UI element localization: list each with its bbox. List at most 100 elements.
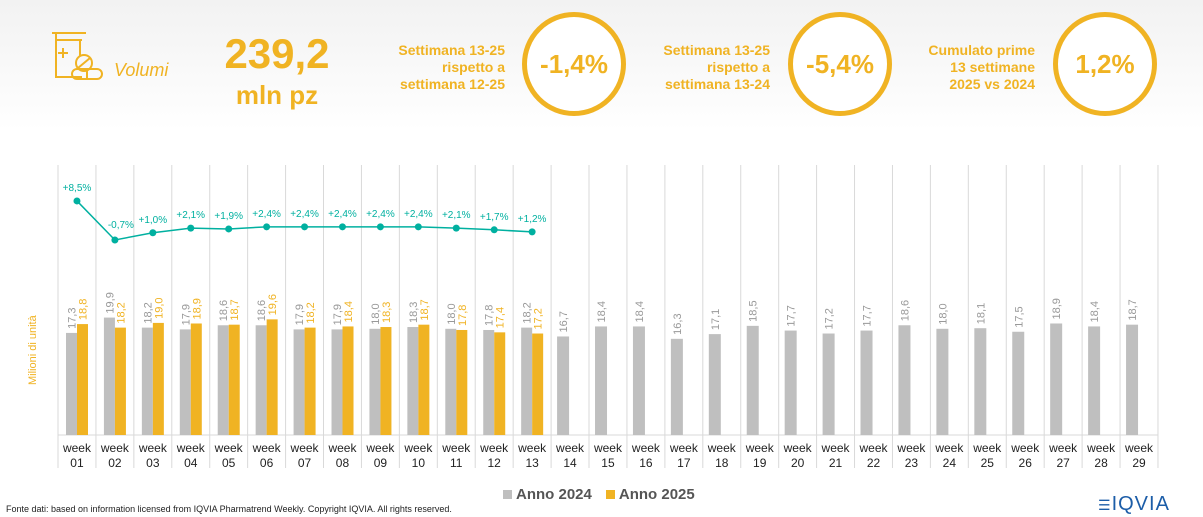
x-tick-label: week	[479, 441, 509, 455]
bar-label-2025: 17,4	[495, 307, 507, 328]
bar-label-2025: 18,3	[381, 302, 393, 323]
x-tick-label: week	[707, 441, 737, 455]
x-tick-label: 10	[412, 456, 426, 470]
bar-2024	[521, 327, 533, 435]
growth-label: -0,7%	[108, 220, 134, 231]
bar-label-2024: 18,3	[408, 302, 420, 323]
x-tick-label: 24	[943, 456, 957, 470]
bar-label-2024: 17,7	[786, 305, 798, 326]
x-tick-label: 05	[222, 456, 236, 470]
bar-label-2024: 18,1	[975, 303, 987, 324]
kpi-line: settimana 12-25	[399, 76, 505, 92]
bar-2025	[114, 327, 126, 435]
growth-label: +2,4%	[328, 209, 357, 220]
bar-2024	[217, 325, 229, 435]
x-tick-label: 26	[1019, 456, 1033, 470]
x-tick-label: week	[441, 441, 471, 455]
growth-point	[187, 224, 195, 232]
x-tick-label: week	[290, 441, 320, 455]
bar-label-2025: 18,2	[115, 302, 127, 323]
growth-point	[263, 223, 271, 231]
kpi-3-value: 1,2%	[1053, 12, 1157, 116]
x-tick-label: week	[403, 441, 433, 455]
bar-label-2025: 18,8	[78, 299, 90, 320]
x-tick-label: 06	[260, 456, 274, 470]
x-tick-label: 12	[488, 456, 502, 470]
bar-label-2024: 18,5	[748, 300, 760, 321]
bar-2025	[456, 329, 468, 435]
bar-2024	[860, 330, 873, 435]
x-tick-label: 15	[601, 456, 615, 470]
x-tick-label: 04	[184, 456, 198, 470]
growth-point	[338, 223, 346, 231]
x-tick-label: week	[138, 441, 168, 455]
x-tick-label: 17	[677, 456, 691, 470]
x-tick-label: week	[555, 441, 585, 455]
bar-label-2024: 17,7	[862, 305, 874, 326]
bar-2024	[822, 333, 835, 435]
x-tick-label: 13	[525, 456, 539, 470]
legend-label: Anno 2024	[516, 486, 592, 503]
bar-label-2024: 18,0	[370, 303, 382, 324]
bar-label-2025: 19,0	[153, 297, 165, 318]
x-tick-label: 01	[70, 456, 84, 470]
kpi-2-text: Settimana 13-25 rispetto a settimana 13-…	[645, 42, 770, 93]
x-tick-label: week	[593, 441, 623, 455]
bar-label-2024: 18,6	[899, 300, 911, 321]
kpi-line: Settimana 13-25	[398, 42, 505, 58]
x-tick-label: week	[1124, 441, 1154, 455]
bar-2024	[445, 328, 457, 435]
x-tick-label: week	[100, 441, 130, 455]
x-tick-label: week	[783, 441, 813, 455]
x-tick-label: week	[858, 441, 888, 455]
bar-2024	[331, 329, 343, 435]
x-tick-label: week	[365, 441, 395, 455]
bar-2024	[1012, 331, 1025, 435]
x-tick-label: 16	[639, 456, 653, 470]
bar-2024	[746, 325, 759, 435]
bar-label-2024: 17,3	[67, 308, 79, 329]
bar-label-2024: 17,9	[294, 304, 306, 325]
bar-2025	[190, 323, 202, 435]
x-tick-label: week	[1086, 441, 1116, 455]
x-tick-label: 21	[829, 456, 843, 470]
bar-2024	[1088, 326, 1101, 435]
bar-2024	[784, 330, 797, 435]
bar-label-2024: 18,2	[142, 302, 154, 323]
growth-label: +1,0%	[139, 215, 168, 226]
growth-point	[73, 197, 81, 205]
bar-label-2025: 19,6	[267, 294, 279, 315]
x-tick-label: 25	[981, 456, 995, 470]
x-tick-label: 19	[753, 456, 767, 470]
y-axis-label: Milioni di unità	[27, 314, 39, 385]
x-tick-label: week	[896, 441, 926, 455]
bar-label-2025: 18,7	[419, 299, 431, 320]
growth-label: +1,9%	[214, 211, 243, 222]
bar-2025	[152, 322, 164, 435]
bar-2024	[255, 325, 267, 435]
bar-2024	[407, 327, 419, 435]
bar-2025	[494, 332, 506, 435]
bar-label-2025: 18,2	[305, 302, 317, 323]
x-tick-label: week	[176, 441, 206, 455]
growth-label: +8,5%	[63, 183, 92, 194]
iqvia-logo: ☰IQVIA	[1098, 493, 1170, 515]
kpi-line: 2025 vs 2024	[949, 76, 1035, 92]
kpi-line: rispetto a	[706, 59, 770, 75]
growth-label: +1,7%	[480, 212, 509, 223]
kpi-1-value: -1,4%	[522, 12, 626, 116]
x-tick-label: week	[631, 441, 661, 455]
x-tick-label: week	[934, 441, 964, 455]
bar-label-2024: 17,5	[1013, 306, 1025, 327]
bar-label-2024: 18,6	[256, 300, 268, 321]
bar-2024	[1050, 323, 1063, 435]
x-tick-label: 22	[867, 456, 881, 470]
x-tick-label: week	[1048, 441, 1078, 455]
bar-label-2025: 18,9	[191, 298, 203, 319]
bar-2025	[532, 333, 544, 435]
x-tick-label: week	[669, 441, 699, 455]
growth-point	[111, 236, 119, 244]
x-tick-label: 27	[1056, 456, 1070, 470]
bar-2024	[898, 325, 911, 435]
growth-label: +2,1%	[176, 210, 205, 221]
